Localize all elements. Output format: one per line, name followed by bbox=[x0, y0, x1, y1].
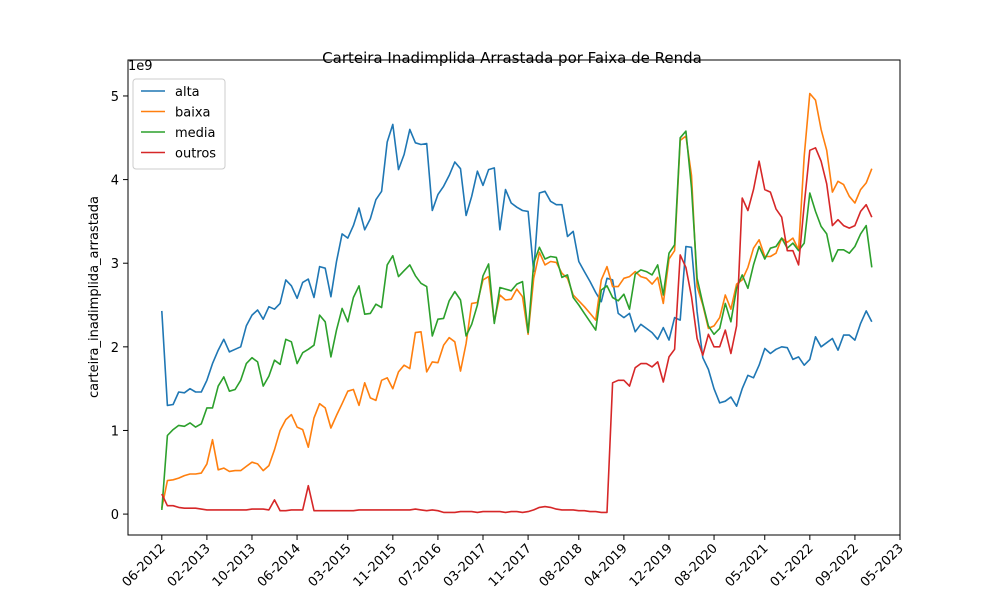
y-tick-label: 4 bbox=[111, 174, 119, 189]
legend: alta baixa media outros bbox=[132, 78, 226, 170]
series-line bbox=[161, 123, 873, 408]
series-line bbox=[161, 130, 873, 510]
plot-frame bbox=[127, 59, 901, 536]
series-line bbox=[161, 92, 873, 509]
y-tick-label: 3 bbox=[111, 257, 119, 272]
legend-label: media bbox=[175, 126, 216, 141]
legend-label: baixa bbox=[175, 106, 211, 121]
series-line bbox=[161, 147, 873, 514]
chart-title: Carteira Inadimplida Arrastada por Faixa… bbox=[322, 49, 702, 67]
legend-box bbox=[132, 78, 226, 170]
y-tick-label: 2 bbox=[111, 341, 119, 356]
y-tick-label: 0 bbox=[111, 508, 119, 523]
legend-label: alta bbox=[175, 85, 200, 100]
y-tick-label: 1 bbox=[111, 424, 119, 439]
y-tick-label: 5 bbox=[111, 90, 119, 105]
y-axis-label: carteira_inadimplida_arrastada bbox=[87, 196, 102, 398]
y-offset-label: 1e9 bbox=[128, 59, 153, 74]
legend-label: outros bbox=[175, 147, 216, 162]
